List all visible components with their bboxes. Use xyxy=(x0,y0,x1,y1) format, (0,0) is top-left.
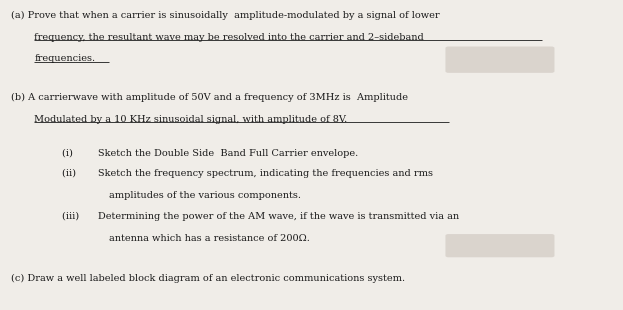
Text: (b) A carrierwave with amplitude of 50V and a frequency of 3MHz is  Amplitude: (b) A carrierwave with amplitude of 50V … xyxy=(11,93,408,102)
Text: (c) Draw a well labeled block diagram of an electronic communications system.: (c) Draw a well labeled block diagram of… xyxy=(11,274,406,283)
Text: antenna which has a resistance of 200Ω.: antenna which has a resistance of 200Ω. xyxy=(109,234,310,243)
Text: amplitudes of the various components.: amplitudes of the various components. xyxy=(109,191,301,200)
Text: frequencies.: frequencies. xyxy=(34,54,95,63)
FancyBboxPatch shape xyxy=(445,234,554,257)
Text: (iii)      Determining the power of the AM wave, if the wave is transmitted via : (iii) Determining the power of the AM wa… xyxy=(62,212,459,221)
Text: (i)        Sketch the Double Side  Band Full Carrier envelope.: (i) Sketch the Double Side Band Full Car… xyxy=(62,149,359,158)
Text: (ii)       Sketch the frequency spectrum, indicating the frequencies and rms: (ii) Sketch the frequency spectrum, indi… xyxy=(62,169,434,178)
Text: frequency, the resultant wave may be resolved into the carrier and 2–sideband: frequency, the resultant wave may be res… xyxy=(34,33,424,42)
FancyBboxPatch shape xyxy=(445,46,554,73)
Text: (a) Prove that when a carrier is sinusoidally  amplitude-modulated by a signal o: (a) Prove that when a carrier is sinusoi… xyxy=(11,11,440,20)
Text: Modulated by a 10 KHz sinusoidal signal, with amplitude of 8V.: Modulated by a 10 KHz sinusoidal signal,… xyxy=(34,115,348,124)
